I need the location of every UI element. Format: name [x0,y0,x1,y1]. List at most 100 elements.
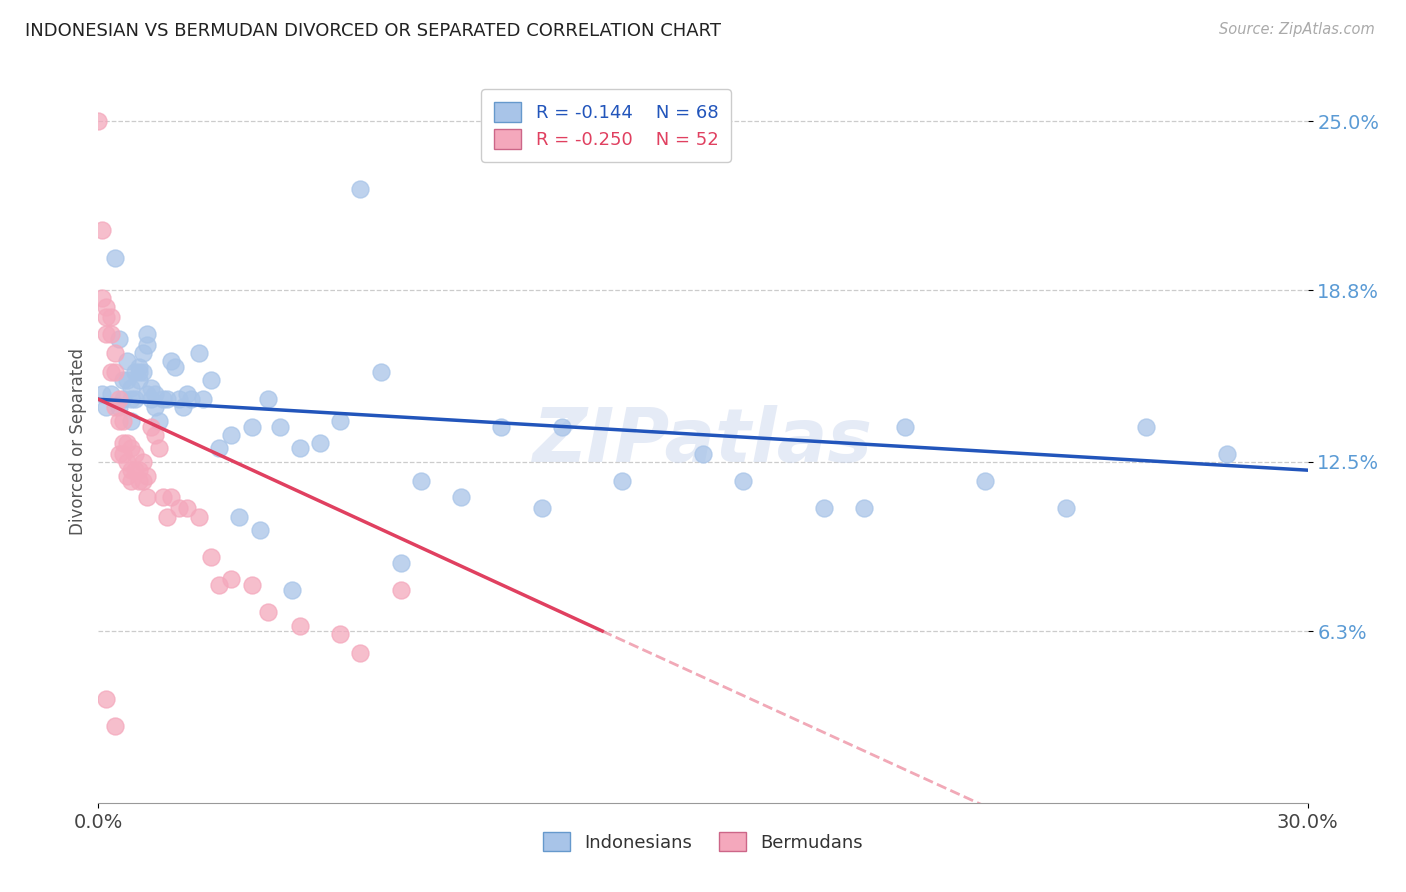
Point [100,326,122,341]
Point [100,387,122,401]
Point [530,501,553,516]
Point [115,455,138,469]
Point [139,381,162,395]
Point [132,474,155,488]
Point [1054,501,1077,516]
Point [107,414,129,428]
Point [91,292,114,306]
Point [208,577,231,591]
Point [370,365,392,379]
Point [612,474,634,488]
Point [111,447,134,461]
Point [135,387,157,401]
Y-axis label: Divorced or Separated: Divorced or Separated [69,348,87,535]
Point [491,419,513,434]
Point [128,474,150,488]
Point [389,583,412,598]
Point [115,468,138,483]
Point [107,392,129,407]
Point [188,346,211,360]
Point [221,427,243,442]
Point [152,392,174,407]
Point [91,387,114,401]
Point [111,414,134,428]
Point [269,419,291,434]
Point [240,419,263,434]
Text: INDONESIAN VS BERMUDAN DIVORCED OR SEPARATED CORRELATION CHART: INDONESIAN VS BERMUDAN DIVORCED OR SEPAR… [25,22,721,40]
Point [124,392,146,407]
Point [329,626,352,640]
Point [733,474,755,488]
Text: Source: ZipAtlas.com: Source: ZipAtlas.com [1219,22,1375,37]
Legend: Indonesians, Bermudans: Indonesians, Bermudans [536,824,870,859]
Point [120,463,142,477]
Point [180,392,202,407]
Point [156,392,179,407]
Point [228,509,250,524]
Text: ZIPatlas: ZIPatlas [533,405,873,478]
Point [148,414,170,428]
Point [893,419,915,434]
Point [135,468,157,483]
Point [349,182,371,196]
Point [111,373,134,387]
Point [128,359,150,374]
Point [132,346,155,360]
Point [103,251,125,265]
Point [107,332,129,346]
Point [208,442,231,456]
Point [111,392,134,407]
Point [124,447,146,461]
Point [111,436,134,450]
Point [188,509,211,524]
Point [120,474,142,488]
Point [124,365,146,379]
Point [160,354,183,368]
Point [143,427,166,442]
Point [120,442,142,456]
Point [156,509,179,524]
Point [96,692,118,706]
Point [281,583,304,598]
Point [329,414,352,428]
Point [409,474,432,488]
Point [91,223,114,237]
Point [120,381,142,395]
Point [107,401,129,415]
Point [103,346,125,360]
Point [1135,419,1157,434]
Point [221,572,243,586]
Point [128,365,150,379]
Point [96,300,118,314]
Point [551,419,574,434]
Point [152,491,174,505]
Point [120,414,142,428]
Point [288,442,311,456]
Point [120,392,142,407]
Point [96,401,118,415]
Point [176,501,198,516]
Point [107,447,129,461]
Point [853,501,876,516]
Point [167,501,190,516]
Point [389,556,412,570]
Point [128,373,150,387]
Point [100,310,122,325]
Point [240,577,263,591]
Point [167,392,190,407]
Point [103,719,125,733]
Point [135,491,157,505]
Point [87,114,110,128]
Point [450,491,472,505]
Point [813,501,835,516]
Point [135,326,157,341]
Point [96,310,118,325]
Point [309,436,332,450]
Point [193,392,215,407]
Point [103,401,125,415]
Point [103,365,125,379]
Point [160,491,183,505]
Point [115,354,138,368]
Point [256,392,278,407]
Point [124,463,146,477]
